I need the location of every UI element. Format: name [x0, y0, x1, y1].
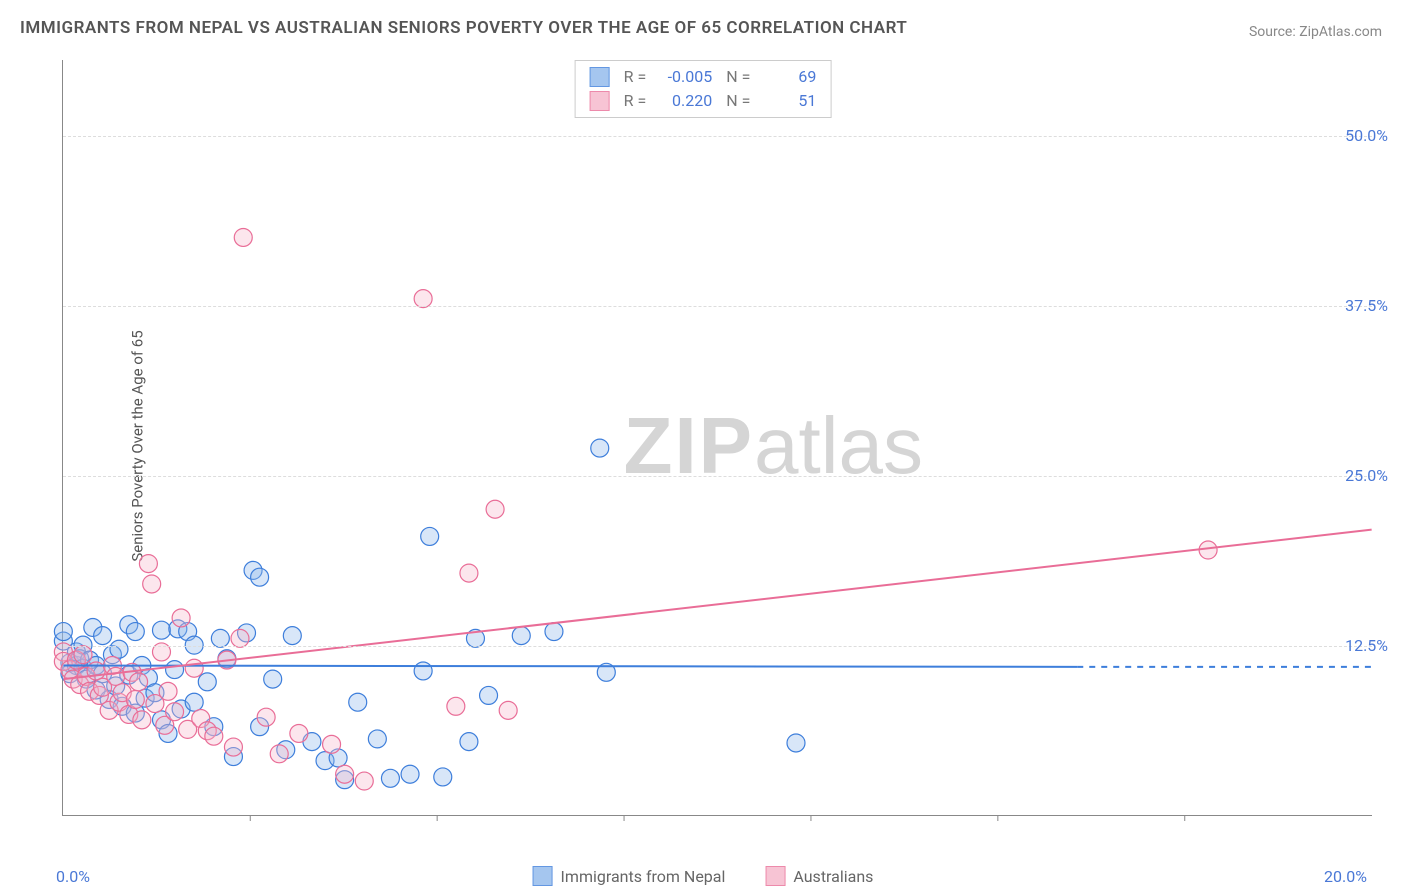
data-point [499, 701, 517, 719]
r-value: -0.005 [656, 65, 712, 89]
gridline [63, 646, 1372, 647]
data-point [110, 640, 128, 658]
data-point [447, 697, 465, 715]
legend-item: Australians [765, 866, 873, 886]
correlation-legend: R = -0.005 N = 69 R = 0.220 N = 51 [575, 60, 832, 118]
data-point [368, 730, 386, 748]
data-point [185, 693, 203, 711]
legend-swatch [765, 866, 785, 886]
y-tick-label: 25.0% [1345, 466, 1388, 485]
series-legend: Immigrants from Nepal Australians [533, 866, 874, 886]
n-label: N = [726, 89, 750, 113]
data-point [460, 564, 478, 582]
gridline [63, 306, 1372, 307]
data-point [414, 662, 432, 680]
data-point [107, 667, 125, 685]
data-point [545, 623, 563, 641]
y-tick-label: 37.5% [1345, 296, 1388, 315]
x-tick-label: 0.0% [56, 867, 90, 886]
data-point [283, 627, 301, 645]
data-point [172, 609, 190, 627]
n-value: 51 [760, 89, 816, 113]
gridline [63, 476, 1372, 477]
data-point [512, 627, 530, 645]
data-point [591, 439, 609, 457]
data-point [270, 745, 288, 763]
source-attribution: Source: ZipAtlas.com [1249, 24, 1382, 40]
y-tick-label: 12.5% [1345, 636, 1388, 655]
data-point [139, 555, 157, 573]
r-label: R = [624, 65, 647, 89]
legend-label: Immigrants from Nepal [561, 867, 726, 886]
data-point [434, 768, 452, 786]
data-point [355, 772, 373, 790]
x-tick-label: 20.0% [1324, 867, 1367, 886]
data-point [460, 733, 478, 751]
data-point [336, 765, 354, 783]
data-point [205, 727, 223, 745]
data-point [264, 670, 282, 688]
data-point [166, 703, 184, 721]
data-point [211, 629, 229, 647]
legend-row: R = -0.005 N = 69 [590, 65, 817, 89]
r-label: R = [624, 89, 647, 113]
data-point [486, 500, 504, 518]
plot-area [62, 60, 1372, 816]
data-point [54, 623, 72, 641]
data-point [323, 735, 341, 753]
n-value: 69 [760, 65, 816, 89]
r-value: 0.220 [656, 89, 712, 113]
source-label: Source: [1249, 24, 1299, 40]
data-point [74, 646, 92, 664]
source-name: ZipAtlas.com [1299, 24, 1382, 40]
data-point [787, 734, 805, 752]
data-point [130, 673, 148, 691]
chart-title: IMMIGRANTS FROM NEPAL VS AUSTRALIAN SENI… [20, 18, 907, 38]
data-point [152, 621, 170, 639]
trend-line [63, 666, 1077, 667]
data-point [143, 575, 161, 593]
data-point [198, 673, 216, 691]
legend-label: Australians [793, 867, 873, 886]
legend-swatch [590, 67, 610, 87]
data-point [185, 659, 203, 677]
data-point [480, 686, 498, 704]
gridline [63, 136, 1372, 137]
data-point [234, 228, 252, 246]
data-point [421, 527, 439, 545]
data-point [349, 693, 367, 711]
legend-item: Immigrants from Nepal [533, 866, 726, 886]
data-point [381, 769, 399, 787]
legend-swatch [590, 91, 610, 111]
data-point [224, 738, 242, 756]
data-point [251, 568, 269, 586]
legend-row: R = 0.220 N = 51 [590, 89, 817, 113]
data-point [290, 724, 308, 742]
data-point [401, 765, 419, 783]
data-point [94, 627, 112, 645]
scatter-svg [63, 60, 1372, 815]
data-point [159, 682, 177, 700]
data-point [126, 623, 144, 641]
data-point [126, 691, 144, 709]
data-point [257, 708, 275, 726]
y-tick-label: 50.0% [1345, 126, 1388, 145]
data-point [166, 661, 184, 679]
data-point [133, 711, 151, 729]
trend-line [63, 530, 1371, 679]
data-point [231, 629, 249, 647]
legend-swatch [533, 866, 553, 886]
n-label: N = [726, 65, 750, 89]
